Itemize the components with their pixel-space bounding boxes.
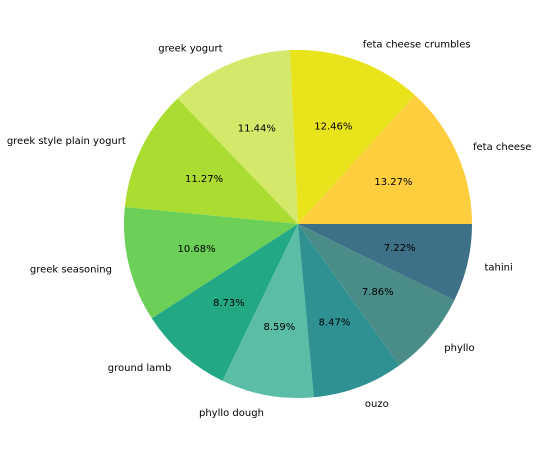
category-label: phyllo dough	[199, 408, 264, 419]
category-labels: feta cheese feta cheese crumbles greek yog…	[7, 39, 532, 418]
pie-slice-tahini	[298, 224, 472, 301]
percentage-label: 11.27%	[185, 174, 223, 185]
percentage-label: 11.44%	[238, 124, 276, 135]
percentage-label: 8.73%	[213, 298, 245, 309]
percentage-label: 8.59%	[264, 322, 296, 333]
percentage-label: 7.86%	[362, 287, 394, 298]
percentage-label: 7.22%	[384, 243, 416, 254]
category-label: greek style plain yogurt	[7, 136, 126, 147]
category-label: greek seasoning	[30, 265, 112, 276]
pie-slice-greek-seasoning	[123, 207, 298, 319]
percentage-label: 12.46%	[314, 121, 352, 132]
pie-slice-feta-cheese	[298, 95, 472, 225]
percentage-label: 10.68%	[177, 244, 215, 255]
category-label: tahini	[485, 263, 513, 274]
category-label: feta cheese crumbles	[363, 39, 471, 50]
category-label: feta cheese	[473, 142, 531, 153]
pie-slice-phyllo	[298, 224, 455, 366]
category-label: ouzo	[365, 399, 389, 410]
category-label: phyllo	[444, 343, 474, 354]
pie-slice-phyllo-dough	[222, 224, 314, 398]
pie-slice-feta-cheese-crumbles	[289, 49, 415, 225]
pie-slice-greek-style-plain-yogurt	[124, 98, 298, 224]
percentage-labels: 13.27% 12.46% 11.44% 11.27% 10.68% 8.73% 8.59%…	[177, 121, 415, 333]
pie-slice-ground-lamb	[151, 224, 298, 381]
category-label: greek yogurt	[158, 44, 222, 55]
category-label: ground lamb	[108, 363, 172, 374]
pie-slice-greek-yogurt	[177, 50, 298, 225]
pie-slice-ouzo	[298, 224, 400, 398]
pie-slices	[123, 49, 472, 398]
percentage-label: 8.47%	[319, 317, 351, 328]
percentage-label: 13.27%	[374, 177, 412, 188]
